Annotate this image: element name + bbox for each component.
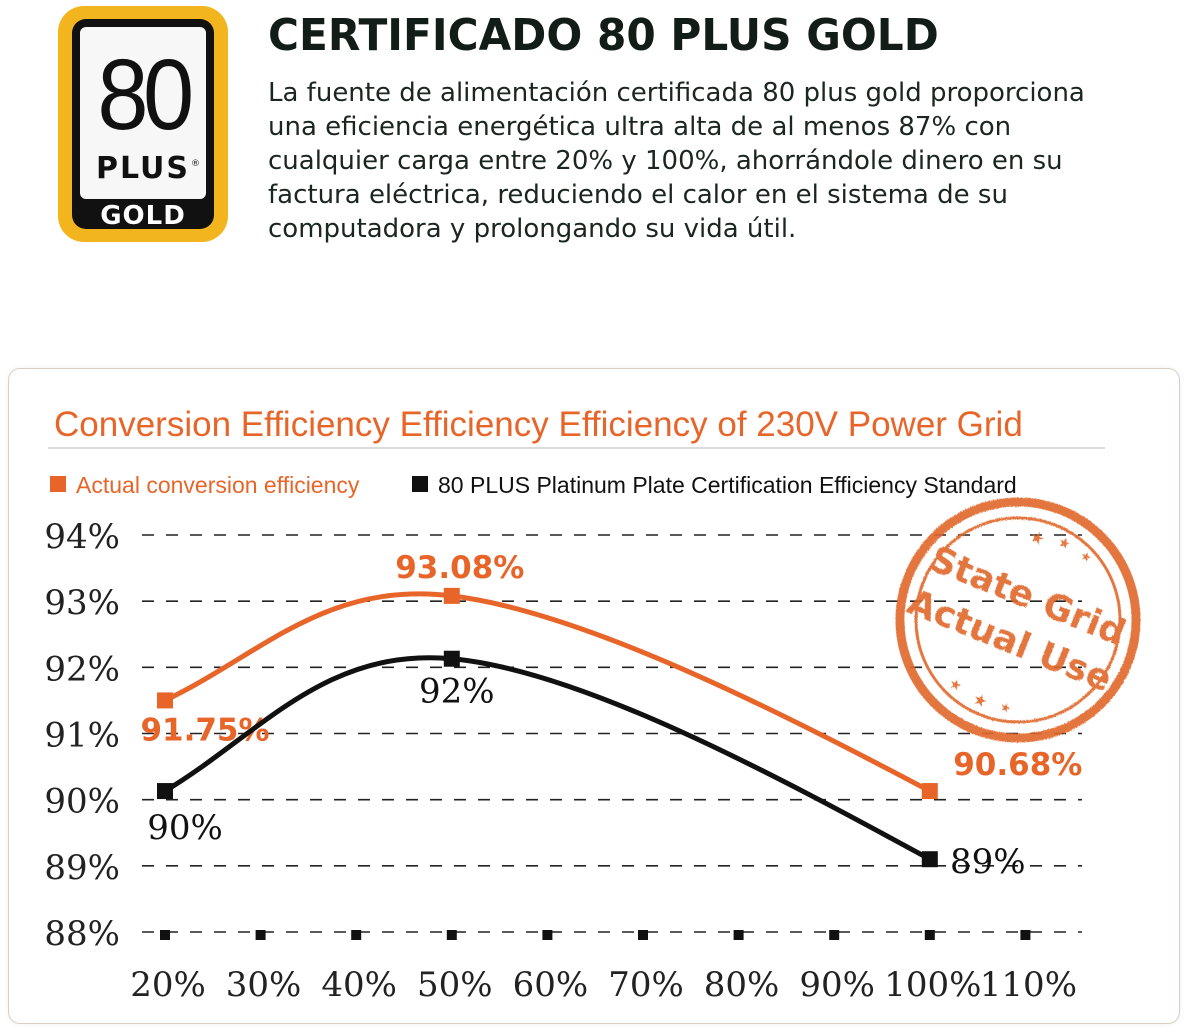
data-label: 93.08%	[395, 550, 524, 586]
series-standard: 90% 92% 89%	[147, 650, 1026, 882]
series-actual: 91.75%93.08%90.68%	[140, 550, 1082, 800]
stamp-outer-ring	[895, 497, 1141, 743]
legend-label-actual: Actual conversion efficiency	[76, 472, 360, 498]
x-axis: 20% 30% 40% 50% 60% 70% 80% 90% 100%110%	[130, 930, 1077, 1005]
y-tick-label: 92%	[44, 649, 120, 689]
series-line-standard	[162, 655, 933, 862]
badge-inner: 80 PLUS ® GOLD	[72, 19, 214, 229]
x-tick-label: 70%	[608, 965, 684, 1005]
badge-plus: PLUS	[95, 151, 190, 186]
legend: Actual conversion efficiency 80 PLUS Pla…	[50, 472, 1017, 498]
legend-swatch-actual	[50, 476, 66, 492]
series: 91.75%93.08%90.68%90%92%89%	[140, 550, 1082, 882]
x-tick-label: 20%	[130, 965, 206, 1005]
x-tick-label: 90%	[799, 965, 875, 1005]
data-point	[921, 851, 938, 868]
x-tick-label: 110%	[980, 965, 1077, 1005]
y-tick-label: 89%	[44, 848, 120, 888]
data-point	[443, 587, 460, 604]
data-label: 90.68%	[953, 747, 1082, 783]
stamp-star-icon: ★	[1078, 548, 1093, 565]
page-title: CERTIFICADO 80 PLUS GOLD	[268, 10, 939, 61]
x-tick-label: 50%	[417, 965, 493, 1005]
badge-grade: GOLD	[100, 201, 186, 229]
data-label: 92%	[419, 672, 495, 712]
x-tick-mark	[446, 930, 457, 940]
description-line: computadora y prolongando su vida útil.	[268, 214, 797, 244]
x-tick-label: 30%	[226, 965, 302, 1005]
data-label: 89%	[950, 842, 1026, 882]
stamp-star-icon: ★	[970, 691, 990, 712]
y-tick-label: 88%	[44, 914, 120, 954]
legend-label-standard: 80 PLUS Platinum Plate Certification Eff…	[438, 472, 1017, 498]
stamp-star-icon: ★	[998, 699, 1013, 716]
x-tick-label: 40%	[321, 965, 397, 1005]
badge-panel: 80 PLUS ®	[80, 27, 206, 199]
x-tick-mark	[638, 930, 648, 940]
stamp-inner-ring	[914, 516, 1122, 724]
x-tick-mark	[351, 930, 362, 940]
x-tick-mark	[829, 930, 840, 940]
data-label: 90%	[147, 808, 223, 848]
x-tick-label: 60%	[513, 965, 589, 1005]
data-point	[921, 783, 938, 800]
y-tick-label: 90%	[44, 782, 120, 822]
description-line: factura eléctrica, reduciendo el calor e…	[268, 180, 1008, 210]
stamp-star-icon: ★	[1056, 533, 1074, 553]
y-tick-label: 91%	[44, 716, 120, 756]
y-tick-label: 93%	[44, 583, 120, 623]
data-point	[157, 783, 173, 800]
80-plus-gold-badge: 80 PLUS ® GOLD	[58, 6, 228, 242]
state-grid-stamp: State Grid Actual Use ★ ★ ★ ★ ★ ★	[895, 497, 1141, 743]
legend-swatch-standard	[412, 476, 428, 492]
y-axis: 88% 89% 90% 91% 92% 93% 94%	[44, 517, 120, 954]
y-tick-label: 94%	[44, 517, 120, 557]
chart-title: Conversion Efficiency Efficiency Efficie…	[54, 405, 1023, 444]
x-tick-mark	[542, 930, 553, 940]
x-tick-label: 80%	[704, 965, 780, 1005]
description-line: cualquier carga entre 20% y 100%, ahorrá…	[268, 146, 1063, 176]
stamp-star-icon: ★	[947, 675, 965, 695]
badge-number: 80	[97, 39, 194, 151]
series-line-actual	[162, 591, 933, 794]
x-tick-mark	[255, 930, 266, 940]
badge-registered: ®	[191, 159, 200, 169]
x-tick-mark	[733, 930, 744, 940]
data-point	[157, 692, 173, 709]
data-point	[443, 650, 460, 667]
description: La fuente de alimentación certificada 80…	[268, 76, 1198, 246]
x-tick-mark	[1020, 930, 1031, 940]
x-tick-label: 100%	[884, 965, 981, 1005]
x-tick-mark	[924, 930, 935, 940]
stamp-star-icon: ★	[1027, 528, 1047, 549]
x-tick-mark	[160, 930, 170, 940]
description-line: La fuente de alimentación certificada 80…	[268, 78, 1085, 108]
description-line: una eficiencia energética ultra alta de …	[268, 112, 1012, 142]
